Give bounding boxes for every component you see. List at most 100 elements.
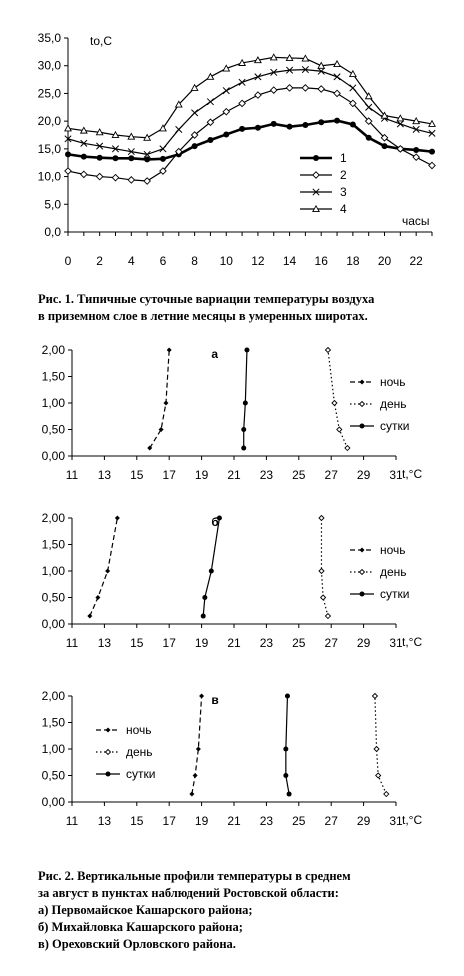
data-point — [239, 125, 246, 132]
x-tick-label: 31 — [389, 468, 403, 482]
x-tick-label: 11 — [66, 468, 79, 482]
x-tick-label: 23 — [260, 814, 274, 828]
x-axis-label: t,°C — [402, 467, 422, 481]
data-point — [269, 86, 278, 94]
data-point — [111, 173, 120, 182]
data-point — [380, 133, 389, 142]
x-tick-label: 0 — [65, 254, 72, 268]
data-point — [64, 124, 72, 132]
data-point — [95, 128, 104, 136]
data-point — [174, 100, 183, 108]
data-point — [254, 124, 261, 131]
x-tick-label: 14 — [283, 254, 297, 268]
x-tick-label: 21 — [227, 636, 241, 650]
x-tick-label: 17 — [163, 814, 177, 828]
data-point — [80, 153, 87, 160]
data-point — [208, 568, 214, 574]
data-point — [87, 613, 93, 619]
panel-label: в — [211, 693, 218, 707]
series-line-ночь — [191, 695, 203, 795]
x-tick-label: 23 — [260, 468, 274, 482]
data-point — [269, 53, 278, 61]
x-tick-label: 22 — [409, 254, 423, 268]
data-point — [331, 399, 338, 407]
data-point — [365, 103, 373, 111]
data-point — [412, 125, 420, 134]
data-point — [284, 693, 290, 699]
data-point — [95, 172, 104, 181]
data-point — [270, 120, 277, 127]
y-tick-label: 1,50 — [42, 716, 66, 730]
data-point — [301, 84, 310, 92]
data-point — [241, 427, 247, 432]
profile-chart-c: 0,00 0,50 1,00 1,50 2,00 11 13 15 17 19 21 23 25 27 29… — [42, 689, 423, 828]
x-tick-label: 13 — [98, 636, 112, 650]
data-point — [312, 204, 320, 213]
data-point — [222, 87, 230, 95]
data-point — [190, 131, 199, 139]
data-point — [206, 98, 214, 106]
legend-label: 3 — [340, 185, 347, 199]
x-tick-label: 19 — [195, 636, 209, 650]
data-point — [301, 54, 310, 62]
data-point — [114, 515, 120, 521]
y-tick-label: 35,0 — [38, 31, 62, 45]
data-point — [336, 426, 343, 433]
y-tick-label: 0,0 — [44, 225, 61, 239]
data-point — [166, 347, 172, 353]
y-tick-label: 5,0 — [44, 197, 61, 211]
data-point — [371, 692, 379, 700]
y-tick-label: 30,0 — [38, 59, 62, 73]
data-point — [375, 772, 382, 779]
legend-label: день — [380, 565, 407, 579]
data-point — [127, 132, 136, 140]
panel-label: б — [211, 515, 218, 529]
x-tick-label: 19 — [195, 468, 209, 482]
figure1-caption-line: в приземном слое в летние месяцы в умере… — [38, 309, 368, 323]
x-tick-label: 31 — [389, 814, 403, 828]
x-tick-label: 19 — [195, 814, 209, 828]
figure2-caption-line: в) Ореховский Орловского района. — [38, 937, 236, 951]
data-point — [111, 145, 120, 153]
series-line-день — [320, 518, 329, 617]
data-point — [359, 423, 365, 429]
data-point — [144, 156, 151, 163]
x-tick-label: 27 — [325, 636, 339, 650]
series-line-день — [327, 349, 348, 449]
data-point — [383, 790, 390, 798]
data-point — [244, 347, 250, 353]
series-line-ночь — [89, 517, 118, 617]
data-point — [324, 346, 332, 354]
data-point — [283, 773, 289, 778]
series-line-ночь — [149, 349, 170, 449]
data-point — [373, 745, 380, 753]
data-point — [381, 143, 388, 150]
y-tick-label: 1,50 — [42, 538, 66, 552]
data-point — [317, 67, 325, 75]
data-point — [254, 91, 262, 99]
data-point — [192, 773, 198, 778]
data-point — [359, 547, 365, 553]
data-point — [222, 107, 231, 116]
x-tick-label: 17 — [163, 468, 177, 482]
data-point — [286, 66, 294, 74]
x-tick-label: 10 — [220, 254, 234, 268]
legend-label: 4 — [340, 202, 347, 216]
data-point — [191, 143, 198, 150]
y-axis-label: to,C — [90, 34, 112, 48]
figure2-caption: Рис. 2. Вертикальные профили температуры… — [38, 868, 351, 953]
data-point — [206, 72, 215, 80]
figure2-caption-line: а) Первомайское Кашарского района; — [38, 903, 253, 917]
data-point — [313, 155, 319, 161]
data-point — [223, 131, 230, 138]
y-tick-label: 1,00 — [42, 564, 66, 578]
data-point — [349, 84, 357, 92]
data-point — [318, 119, 325, 126]
data-point — [333, 73, 341, 81]
x-tick-label: 15 — [130, 468, 144, 482]
data-point — [241, 445, 247, 451]
data-point — [380, 111, 389, 119]
data-point — [333, 89, 341, 98]
data-point — [202, 595, 208, 600]
x-tick-label: 15 — [130, 814, 144, 828]
